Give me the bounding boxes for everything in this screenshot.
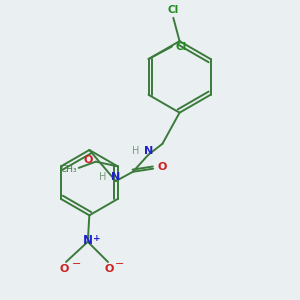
Text: −: − [115,259,124,269]
Text: O: O [105,265,114,275]
Text: −: − [72,259,81,269]
Text: CH₃: CH₃ [61,165,77,174]
Text: N: N [144,146,153,156]
Text: N: N [83,234,93,247]
Text: O: O [84,155,93,165]
Text: Cl: Cl [168,5,179,15]
Text: O: O [157,162,167,172]
Text: N: N [111,172,120,182]
Text: O: O [60,265,69,275]
Text: H: H [132,146,140,156]
Text: H: H [99,172,106,182]
Text: Cl: Cl [175,42,186,52]
Text: +: + [93,233,101,242]
